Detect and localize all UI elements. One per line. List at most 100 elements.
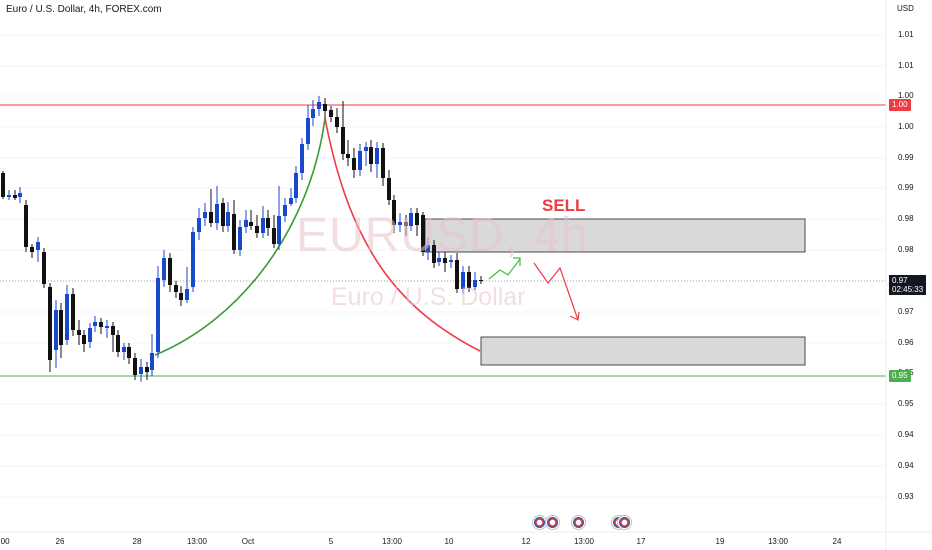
- candle-body: [71, 294, 75, 330]
- candle-body: [42, 252, 46, 284]
- candle-body: [277, 216, 281, 244]
- price-tick-label: 0.99: [898, 183, 914, 192]
- price-tick-label: 0.99: [898, 153, 914, 162]
- time-tick-label: 5: [328, 537, 334, 546]
- candle-body: [455, 260, 459, 289]
- current-price-value: 0.97: [892, 276, 908, 285]
- candle-body: [162, 258, 166, 280]
- candle-body: [432, 245, 436, 263]
- candle-body: [317, 102, 321, 109]
- price-tick-label: 0.94: [898, 461, 914, 470]
- candle-body: [461, 272, 465, 289]
- candle-body: [203, 212, 207, 218]
- current-price-label: 0.97 02:45:33: [889, 275, 927, 295]
- price-tick-label: 0.95: [898, 399, 914, 408]
- resistance-price-label: 1.00: [889, 99, 911, 111]
- candle-body: [437, 258, 441, 262]
- time-tick-label: 24: [832, 537, 842, 546]
- price-tick-label: 0.96: [898, 338, 914, 347]
- candle-body: [226, 212, 230, 226]
- time-tick-label: 26: [55, 537, 65, 546]
- candle-body: [30, 247, 34, 252]
- price-tick-label: 0.98: [898, 245, 914, 254]
- candle-body: [99, 322, 103, 327]
- candle-body: [449, 260, 453, 262]
- price-tick-label: 1.00: [898, 91, 914, 100]
- candle-body: [82, 335, 86, 344]
- candle-body: [36, 242, 40, 250]
- candle-body: [409, 213, 413, 226]
- candle-body: [174, 285, 178, 292]
- candle-body: [335, 117, 339, 127]
- support-price-label: 0.95: [889, 370, 911, 382]
- candle-body: [168, 258, 172, 285]
- price-tick-label: 1.01: [898, 61, 914, 70]
- candle-body: [238, 227, 242, 250]
- candlesticks: [1, 96, 483, 382]
- time-tick-label: 13:00: [573, 537, 595, 546]
- candle-body: [323, 104, 327, 111]
- candle-body: [93, 322, 97, 326]
- candle-body: [272, 228, 276, 244]
- candle-body: [215, 204, 219, 223]
- time-tick-label: 13:00: [186, 537, 208, 546]
- time-tick-label: 13:00: [381, 537, 403, 546]
- sell-annotation: SELL: [542, 196, 586, 215]
- candle-body: [341, 127, 345, 154]
- red-curve: [324, 117, 481, 352]
- us-flag-icon[interactable]: [618, 516, 631, 529]
- candle-body: [283, 205, 287, 216]
- candle-body: [473, 280, 477, 287]
- candle-body: [24, 205, 28, 247]
- candle-body: [289, 198, 293, 204]
- time-tick-label: 19: [715, 537, 725, 546]
- price-tick-label: 0.94: [898, 430, 914, 439]
- candle-body: [404, 222, 408, 226]
- candle-body: [479, 280, 483, 281]
- candle-body: [116, 335, 120, 352]
- time-tick-label: Oct: [241, 537, 255, 546]
- candle-body: [369, 147, 373, 164]
- bar-countdown: 02:45:33: [892, 285, 924, 294]
- candle-body: [111, 326, 115, 335]
- candle-body: [244, 220, 248, 227]
- candle-body: [54, 310, 58, 350]
- candle-body: [398, 222, 402, 225]
- candle-body: [311, 109, 315, 118]
- candle-body: [191, 232, 195, 287]
- target-zone: [480, 336, 806, 366]
- sell-zone: [424, 218, 806, 253]
- candle-body: [221, 203, 225, 226]
- chart-title: Euro / U.S. Dollar, 4h, FOREX.com: [6, 4, 162, 15]
- time-tick-label: 28: [132, 537, 142, 546]
- time-tick-label: 12: [521, 537, 531, 546]
- candle-body: [364, 147, 368, 151]
- candle-body: [346, 154, 350, 158]
- price-tick-label: 0.93: [898, 492, 914, 501]
- candle-body: [421, 215, 425, 252]
- candle-body: [185, 289, 189, 300]
- candle-body: [156, 278, 160, 352]
- candle-body: [358, 151, 362, 170]
- candle-body: [127, 347, 131, 358]
- candle-body: [18, 193, 22, 197]
- candle-body: [443, 258, 447, 263]
- green-curve: [154, 117, 326, 356]
- price-tick-label: 0.97: [898, 307, 914, 316]
- candle-body: [387, 178, 391, 200]
- candle-body: [7, 195, 11, 197]
- us-flag-icon[interactable]: [572, 516, 585, 529]
- candle-body: [255, 226, 259, 233]
- candle-body: [392, 200, 396, 225]
- candle-body: [48, 287, 52, 360]
- candle-body: [415, 213, 419, 225]
- price-tick-label: 1.00: [898, 122, 914, 131]
- candle-body: [197, 218, 201, 232]
- candle-body: [306, 118, 310, 144]
- candle-body: [122, 347, 126, 352]
- candle-body: [352, 158, 356, 170]
- us-flag-icon[interactable]: [533, 516, 546, 529]
- candle-body: [65, 294, 69, 340]
- us-flag-icon[interactable]: [546, 516, 559, 529]
